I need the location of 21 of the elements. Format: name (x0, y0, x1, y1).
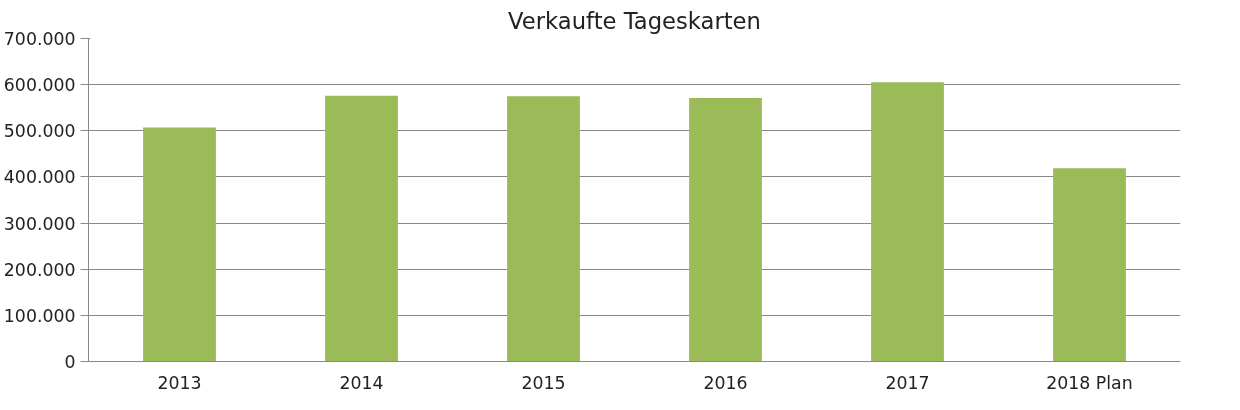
x-tick-label: 2016 (703, 372, 748, 393)
y-tick-label: 600.000 (3, 75, 76, 96)
bar (325, 95, 398, 362)
y-tick-label: 100.000 (3, 305, 76, 326)
y-tick-label: 0 (64, 352, 76, 372)
chart-title: Verkaufte Tageskarten (508, 7, 761, 34)
x-tick-label: 2015 (521, 372, 566, 393)
y-tick-label: 500.000 (3, 121, 76, 142)
y-tick-label: 400.000 (3, 167, 76, 188)
x-tick-label: 2017 (885, 372, 930, 393)
y-tick-label: 300.000 (3, 213, 76, 234)
x-tick-label: 2018 Plan (1046, 372, 1133, 393)
x-tick-label: 2013 (157, 372, 202, 393)
y-tick-label: 700.000 (3, 29, 76, 49)
bar (1053, 168, 1126, 362)
bar (143, 127, 216, 362)
x-tick-label: 2014 (339, 372, 384, 393)
bar (507, 96, 580, 362)
bar (689, 98, 762, 362)
y-tick-label: 200.000 (3, 259, 76, 280)
bar (871, 82, 944, 362)
